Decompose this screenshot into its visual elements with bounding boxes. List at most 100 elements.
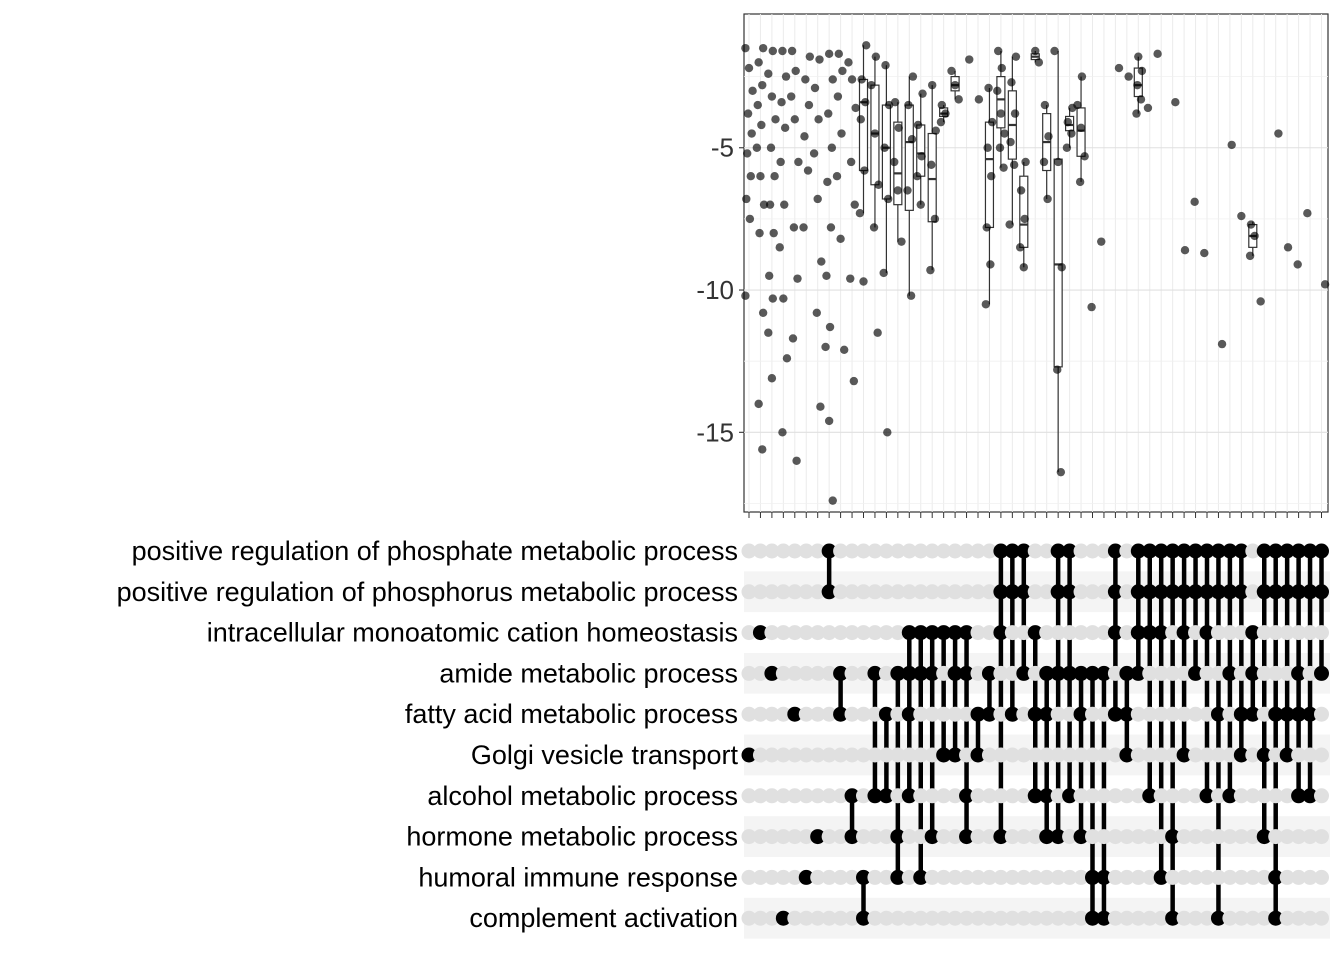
data-point — [782, 354, 792, 363]
data-point — [775, 243, 784, 252]
matrix-dot-empty — [936, 869, 952, 885]
matrix-dot-filled — [947, 625, 963, 641]
matrix-dot-empty — [1016, 625, 1032, 641]
data-point — [742, 194, 751, 204]
box-body — [916, 124, 926, 177]
matrix-dot-empty — [1245, 829, 1261, 845]
data-point — [996, 109, 1006, 118]
matrix-dot-filled — [1302, 706, 1318, 722]
matrix-dot-empty — [1107, 747, 1123, 763]
matrix-dot-filled — [1107, 706, 1123, 722]
matrix-dot-empty — [1119, 625, 1135, 641]
data-point — [741, 291, 750, 300]
matrix-dot-filled — [1302, 788, 1318, 804]
data-point — [826, 223, 836, 232]
matrix-dot-filled — [1153, 543, 1169, 559]
matrix-dot-empty — [856, 829, 871, 845]
matrix-dot-filled — [959, 829, 975, 845]
matrix-dot-empty — [1302, 625, 1318, 641]
data-point — [803, 166, 813, 175]
matrix-dot-filled — [1291, 584, 1307, 600]
x-axis-ticks — [748, 512, 1322, 518]
matrix-dot-filled — [1096, 910, 1112, 926]
matrix-dot-empty — [1119, 910, 1135, 926]
data-point — [755, 228, 764, 238]
box-body — [904, 104, 914, 211]
matrix-dot-filled — [844, 829, 860, 845]
set-label: hormone metabolic process — [406, 822, 738, 852]
data-point — [890, 157, 899, 167]
matrix-dot-empty — [741, 584, 757, 600]
data-point — [779, 294, 788, 303]
matrix-dot-empty — [970, 625, 986, 641]
matrix-dot-empty — [1302, 869, 1318, 885]
matrix-dot-filled — [1314, 584, 1329, 600]
data-point — [918, 89, 927, 98]
matrix-dot-filled — [913, 625, 929, 641]
matrix-dot-filled — [1314, 665, 1329, 681]
matrix-dot-empty — [798, 910, 814, 926]
matrix-dot-filled — [775, 910, 791, 926]
matrix-dot-empty — [856, 584, 871, 600]
matrix-dot-empty — [787, 584, 803, 600]
matrix-dot-filled — [1233, 706, 1249, 722]
matrix-dot-empty — [1130, 829, 1146, 845]
matrix-dot-empty — [959, 706, 975, 722]
matrix-dot-empty — [1142, 747, 1158, 763]
matrix-dot-filled — [1233, 543, 1249, 559]
matrix-dot-empty — [775, 747, 791, 763]
data-point — [1134, 52, 1143, 61]
matrix-dot-empty — [947, 829, 963, 845]
matrix-dot-filled — [1050, 665, 1066, 681]
matrix-dot-empty — [1210, 829, 1226, 845]
data-point — [799, 223, 808, 232]
data-point — [880, 143, 889, 152]
data-point — [1256, 297, 1265, 306]
matrix-dot-empty — [1096, 788, 1112, 804]
data-point — [1050, 46, 1059, 56]
matrix-dot-empty — [810, 788, 826, 804]
matrix-dot-empty — [1268, 747, 1284, 763]
matrix-dot-empty — [1119, 829, 1135, 845]
intersection-dots — [741, 543, 1329, 926]
matrix-dot-empty — [752, 747, 768, 763]
matrix-dot-empty — [1004, 788, 1020, 804]
set-label: positive regulation of phosphorus metabo… — [117, 577, 738, 607]
data-point — [930, 214, 940, 224]
data-point — [825, 322, 835, 332]
matrix-dot-empty — [913, 747, 929, 763]
matrix-dot-empty — [1279, 910, 1295, 926]
matrix-dot-empty — [1027, 665, 1043, 681]
matrix-dot-empty — [1016, 910, 1032, 926]
matrix-dot-empty — [890, 625, 906, 641]
matrix-dot-empty — [981, 829, 997, 845]
matrix-dot-filled — [1165, 910, 1181, 926]
data-point — [748, 86, 757, 96]
data-point — [1076, 123, 1086, 133]
data-point — [776, 157, 785, 167]
matrix-dot-filled — [1291, 665, 1307, 681]
data-point — [828, 75, 837, 84]
data-point — [801, 75, 810, 84]
matrix-dot-empty — [1176, 910, 1192, 926]
matrix-dot-empty — [833, 747, 849, 763]
matrix-dot-empty — [787, 788, 803, 804]
matrix-dot-empty — [867, 829, 883, 845]
matrix-dot-filled — [1256, 584, 1272, 600]
matrix-dot-empty — [1279, 625, 1295, 641]
matrix-dot-empty — [1268, 625, 1284, 641]
data-point — [1073, 100, 1082, 110]
matrix-dot-filled — [1199, 625, 1215, 641]
data-point — [1009, 160, 1019, 170]
matrix-dot-filled — [833, 706, 849, 722]
matrix-dot-empty — [924, 788, 940, 804]
matrix-dot-empty — [878, 584, 894, 600]
matrix-dot-empty — [1291, 747, 1307, 763]
matrix-dot-empty — [1062, 869, 1078, 885]
matrix-dot-empty — [1268, 788, 1284, 804]
matrix-dot-empty — [1279, 788, 1295, 804]
data-point — [833, 92, 843, 101]
data-point — [747, 129, 756, 138]
matrix-dot-empty — [993, 788, 1009, 804]
data-point — [870, 129, 880, 138]
